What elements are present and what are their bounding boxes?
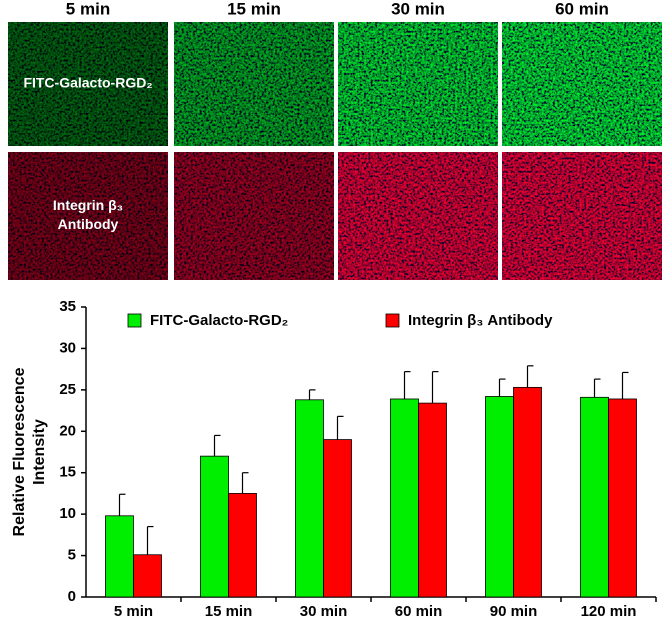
y-tick-label: 10 [59, 505, 76, 522]
microscopy-image [8, 152, 168, 280]
bar [133, 554, 162, 598]
microscopy-image [8, 22, 168, 146]
column-header: 30 min [391, 0, 445, 18]
column-header: 5 min [66, 0, 110, 18]
bar [390, 398, 419, 598]
row-label: Integrin β₃ [53, 197, 123, 213]
microscopy-image [338, 22, 498, 146]
bar [418, 402, 447, 598]
microscopy-image [502, 22, 662, 146]
microscopy-image [174, 152, 334, 280]
y-tick-label: 15 [59, 464, 76, 481]
microscopy-image [174, 22, 334, 146]
x-tick-label: 5 min [114, 603, 153, 620]
x-tick-label: 15 min [205, 603, 253, 620]
y-tick-label: 0 [68, 588, 76, 605]
y-tick-label: 30 [59, 339, 76, 356]
bar [580, 396, 609, 598]
legend-label: FITC-Galacto-RGD₂ [150, 312, 288, 329]
row-label: Antibody [58, 216, 119, 232]
column-header: 60 min [555, 0, 609, 18]
y-tick-label: 20 [59, 422, 76, 439]
bar [295, 399, 324, 598]
column-header: 15 min [227, 0, 281, 18]
bar [323, 439, 352, 598]
bar [228, 493, 257, 598]
bar [105, 515, 134, 598]
x-tick-label: 60 min [395, 603, 443, 620]
microscopy-image [502, 152, 662, 280]
bar [513, 386, 542, 598]
row-label: FITC-Galacto-RGD₂ [23, 75, 152, 91]
y-axis-label: Relative Fluorescence [11, 367, 28, 536]
x-tick-label: 120 min [581, 603, 637, 620]
legend-swatch [127, 313, 142, 328]
y-tick-label: 5 [68, 547, 76, 564]
y-tick-label: 25 [59, 381, 76, 398]
bar [608, 398, 637, 598]
legend-swatch [385, 313, 400, 328]
bar [485, 396, 514, 598]
x-tick-label: 90 min [490, 603, 538, 620]
y-axis-label: Intensity [31, 419, 48, 485]
bar [200, 455, 229, 598]
y-tick-label: 35 [59, 298, 76, 315]
x-tick-label: 30 min [300, 603, 348, 620]
legend-label: Integrin β₃ Antibody [408, 312, 553, 329]
microscopy-image [338, 152, 498, 280]
